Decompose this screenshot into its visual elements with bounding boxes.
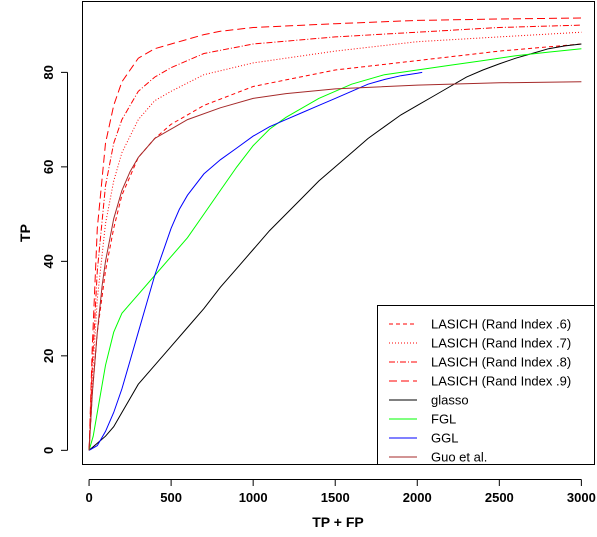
series-line-6	[88, 71, 423, 451]
x-tick-label-6: 3000	[567, 490, 596, 505]
x-tick-label-4: 2000	[403, 490, 432, 505]
series-layer	[88, 17, 582, 451]
y-tick-label-0: 0	[41, 447, 56, 454]
legend-label-2: LASICH (Rand Index .8)	[431, 355, 571, 370]
x-axis-label: TP + FP	[312, 514, 363, 530]
legend: LASICH (Rand Index .6) LASICH (Rand Index…	[377, 305, 595, 465]
y-tick-label-1: 20	[41, 349, 56, 363]
axis-layer: 0 500 1000 1500 2000 2500 3000 0 20 40 60 80	[41, 65, 596, 505]
legend-label-4: glasso	[431, 393, 469, 408]
legend-label-3: LASICH (Rand Index .9)	[431, 374, 571, 389]
plot-frame	[82, 1, 595, 465]
legend-label-7: Guo et al.	[431, 450, 487, 465]
y-tick-label-2: 40	[41, 254, 56, 268]
x-tick-label-2: 1000	[239, 490, 268, 505]
x-tick-label-5: 2500	[485, 490, 514, 505]
x-tick-label-0: 0	[85, 490, 92, 505]
series-line-1	[88, 31, 582, 451]
x-tick-label-3: 1500	[321, 490, 350, 505]
legend-label-1: LASICH (Rand Index .7)	[431, 336, 571, 351]
legend-label-0: LASICH (Rand Index .6)	[431, 317, 571, 332]
legend-label-6: GGL	[431, 431, 458, 446]
y-tick-label-4: 80	[41, 65, 56, 79]
y-tick-label-3: 60	[41, 160, 56, 174]
series-line-3	[88, 17, 582, 451]
series-line-2	[88, 24, 582, 451]
legend-label-5: FGL	[431, 412, 456, 427]
series-line-4	[88, 43, 582, 451]
x-tick-label-1: 500	[160, 490, 182, 505]
series-line-7	[88, 81, 582, 451]
y-axis-label: TP	[17, 224, 33, 242]
series-line-5	[88, 48, 582, 451]
